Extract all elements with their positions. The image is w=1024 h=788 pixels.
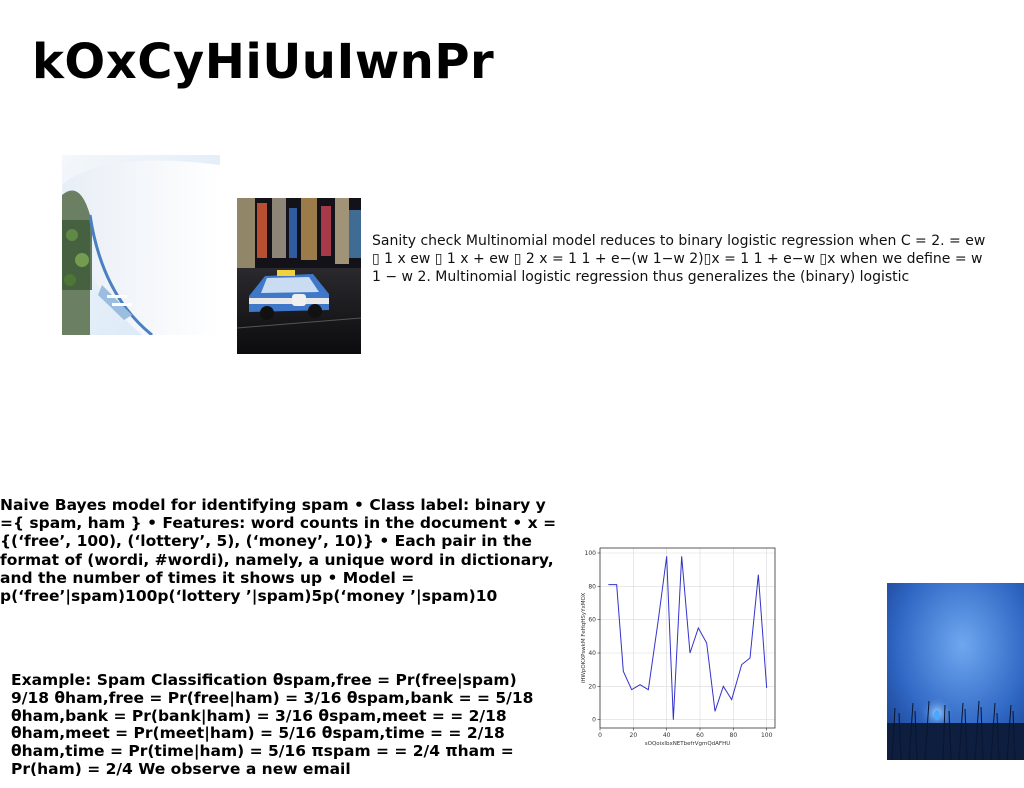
y-tick-label: 40	[588, 650, 596, 657]
blue-meadow-photo-image	[887, 583, 1024, 760]
line-chart: 0 20 40 60 80 100 0 20 40 60 80 100 sOQoixlbxNETbef…	[576, 542, 782, 752]
x-tick-label: 40	[663, 732, 671, 739]
architecture-photo-image	[62, 155, 220, 335]
y-tick-label: 80	[588, 583, 596, 590]
spam-example-paragraph: Example: Spam Classification θspam,free …	[11, 671, 534, 778]
taxi-night-photo-image	[237, 198, 361, 354]
x-tick-label: 20	[630, 732, 638, 739]
architecture-photo	[62, 155, 220, 335]
chart-grid	[599, 548, 775, 728]
x-axis-label: sOQoixlbxNETbefrVgmQdAFHU	[645, 741, 731, 747]
line-chart-svg: 0 20 40 60 80 100 0 20 40 60 80 100 sOQoixlbxNETbef…	[581, 547, 776, 747]
y-tick-label: 0	[592, 717, 596, 724]
x-tick-label: 60	[696, 732, 704, 739]
blue-meadow-photo	[887, 583, 1024, 760]
slide-title: kOxCyHiUuIwnPr	[32, 34, 495, 90]
y-tick-label: 60	[588, 617, 596, 624]
x-tick-label: 80	[730, 732, 738, 739]
y-tick-label: 20	[588, 683, 596, 690]
series-line	[608, 556, 768, 720]
sanity-check-paragraph: Sanity check Multinomial model reduces t…	[372, 233, 986, 285]
y-axis-label: iHWpOKXPswkM FeHqHSyYxMOX	[581, 593, 587, 684]
x-tick-label: 100	[761, 732, 773, 739]
naive-bayes-paragraph: Naive Bayes model for identifying spam •…	[0, 496, 557, 606]
chart-ticks: 0 20 40 60 80 100 0 20 40 60 80 100	[585, 550, 773, 739]
x-tick-label: 0	[598, 732, 602, 739]
taxi-night-photo	[237, 198, 361, 354]
y-tick-label: 100	[585, 550, 597, 557]
chart-frame	[599, 547, 776, 729]
